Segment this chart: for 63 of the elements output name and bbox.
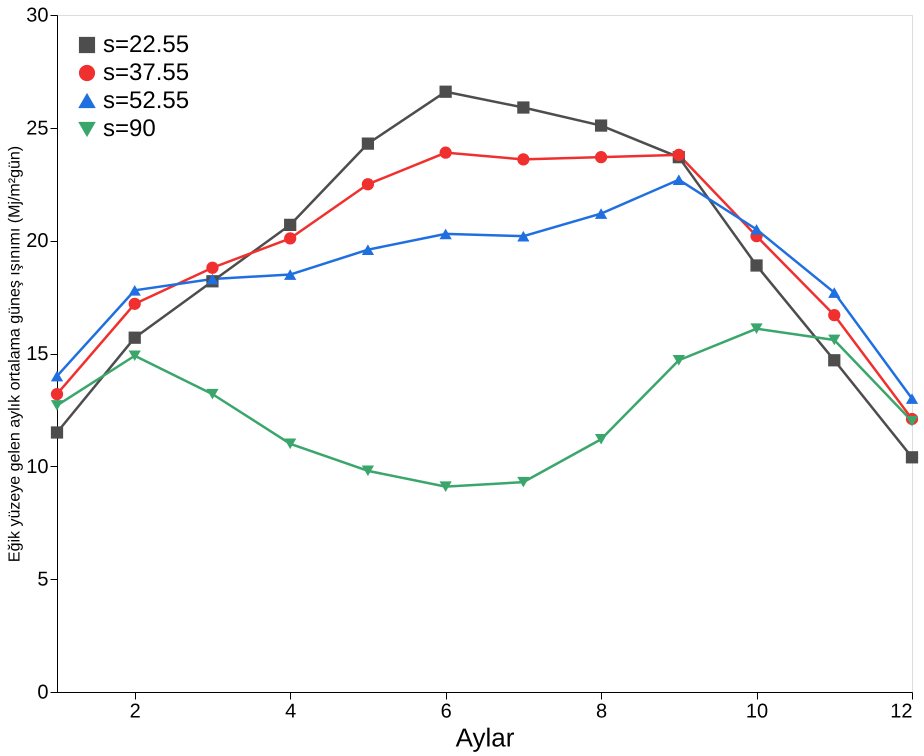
point	[906, 416, 918, 427]
point	[128, 298, 141, 310]
x-tick-label: 10	[746, 700, 768, 722]
point	[284, 218, 296, 231]
point	[828, 334, 840, 346]
point	[362, 466, 374, 476]
legend-label: s=90	[103, 115, 156, 142]
point	[50, 388, 64, 400]
legend-label: s=52.55	[103, 87, 190, 114]
point	[594, 151, 608, 164]
point	[440, 228, 452, 240]
y-tick-label: 15	[26, 343, 48, 365]
point	[128, 285, 141, 296]
point	[672, 148, 685, 162]
point	[906, 451, 918, 464]
point	[284, 269, 296, 280]
x-tick-label: 8	[596, 700, 608, 722]
point	[750, 323, 763, 334]
y-axis-title: Eğik yüzeye gelen aylık ortalama güneş ışınımı (Mj/m²gün)	[6, 146, 24, 562]
point	[284, 232, 296, 245]
point	[50, 426, 64, 439]
point	[750, 224, 763, 235]
y-tick-label: 20	[26, 230, 48, 252]
point	[517, 230, 530, 242]
point	[440, 86, 452, 98]
x-tick-label: 4	[285, 700, 296, 722]
y-tick-label: 10	[26, 456, 48, 478]
point	[594, 434, 608, 445]
point	[440, 146, 452, 159]
point	[206, 388, 219, 400]
point	[672, 174, 685, 186]
point	[828, 354, 840, 366]
x-axis-title: Aylar	[456, 722, 515, 752]
point	[828, 287, 840, 298]
point	[50, 400, 64, 411]
point	[362, 178, 374, 190]
y-tick-label: 5	[37, 568, 48, 591]
point	[828, 309, 840, 322]
legend-label: s=22.55	[103, 31, 190, 58]
point	[517, 153, 530, 166]
point	[206, 262, 219, 274]
point	[128, 350, 141, 362]
point	[362, 244, 374, 255]
point	[594, 208, 608, 219]
point	[362, 138, 374, 150]
point	[284, 438, 296, 450]
x-tick-label: 6	[440, 700, 452, 722]
point	[906, 393, 918, 404]
point	[517, 476, 530, 488]
point	[750, 259, 763, 272]
point	[672, 354, 685, 366]
point	[517, 101, 530, 114]
point	[128, 332, 141, 344]
y-tick-label: 30	[26, 4, 48, 26]
point	[50, 370, 64, 382]
point	[206, 274, 219, 284]
point	[594, 119, 608, 132]
y-tick-label: 0	[37, 682, 48, 704]
y-tick-label: 25	[26, 117, 48, 140]
x-tick-label: 12	[890, 700, 912, 722]
legend-label: s=37.55	[103, 59, 190, 86]
x-tick-label: 2	[130, 700, 141, 722]
point	[440, 481, 452, 492]
